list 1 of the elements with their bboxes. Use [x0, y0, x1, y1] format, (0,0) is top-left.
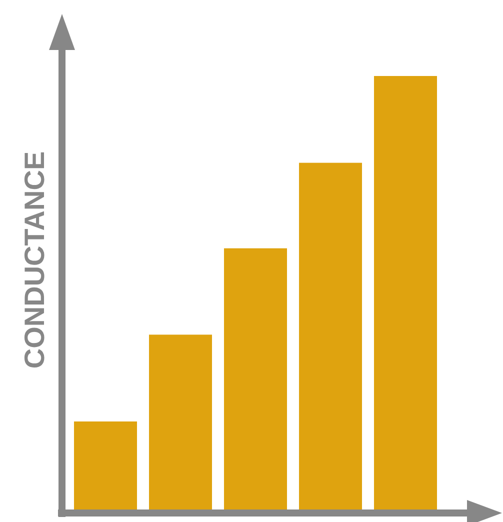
y-axis-title: CONDUCTANCE	[19, 151, 50, 369]
